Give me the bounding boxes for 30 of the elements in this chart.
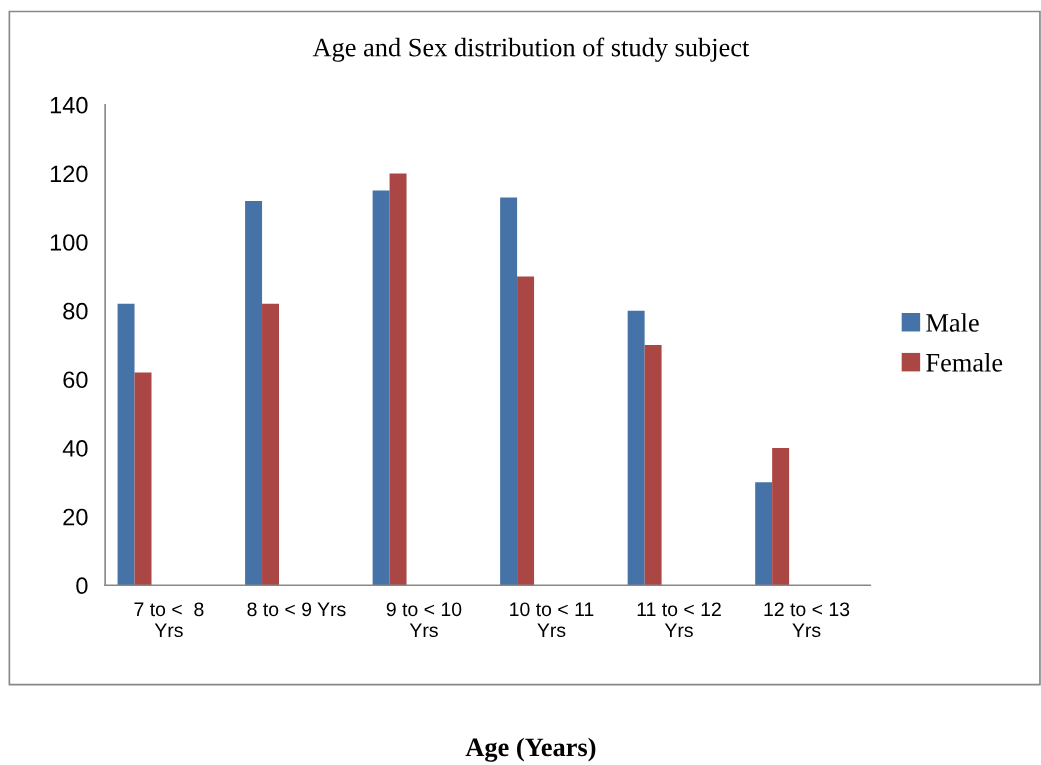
y-tick-label: 120: [50, 165, 88, 183]
x-tick-label: 9 to < 10 Yrs: [386, 602, 462, 638]
bar: [245, 200, 263, 586]
legend-label: Female: [926, 353, 1003, 372]
bar: [755, 482, 773, 586]
chart-title: Age and Sex distribution of study subject: [312, 37, 750, 62]
bar: [372, 190, 390, 586]
bar: [500, 197, 518, 586]
y-tick-label: 100: [50, 234, 88, 251]
x-tick-label: 12 to < 13 Yrs: [764, 602, 850, 638]
bar: [772, 447, 790, 586]
bar: [517, 276, 535, 586]
y-tick-label: 0: [76, 577, 88, 595]
x-tick-label: 11 to < 12 Yrs: [637, 602, 721, 638]
y-tick-label: 40: [62, 440, 88, 457]
bar: [262, 303, 280, 586]
y-tick-label: 60: [63, 371, 88, 389]
x-tick-label: 7 to < 8 Yrs: [134, 602, 204, 638]
x-tick-label: 10 to < 11 Yrs: [510, 602, 594, 638]
bar: [117, 303, 135, 586]
bar: [644, 345, 662, 586]
bar: [627, 310, 645, 586]
bar: [389, 173, 407, 586]
y-tick-label: 80: [63, 302, 88, 320]
legend-label: Male: [926, 313, 979, 332]
x-axis-title: Age (Years): [465, 737, 596, 762]
x-tick-label: 8 to < 9 Yrs: [247, 602, 346, 617]
y-tick-label: 140: [50, 96, 88, 114]
bar: [134, 372, 152, 586]
y-tick-label: 20: [63, 508, 88, 526]
